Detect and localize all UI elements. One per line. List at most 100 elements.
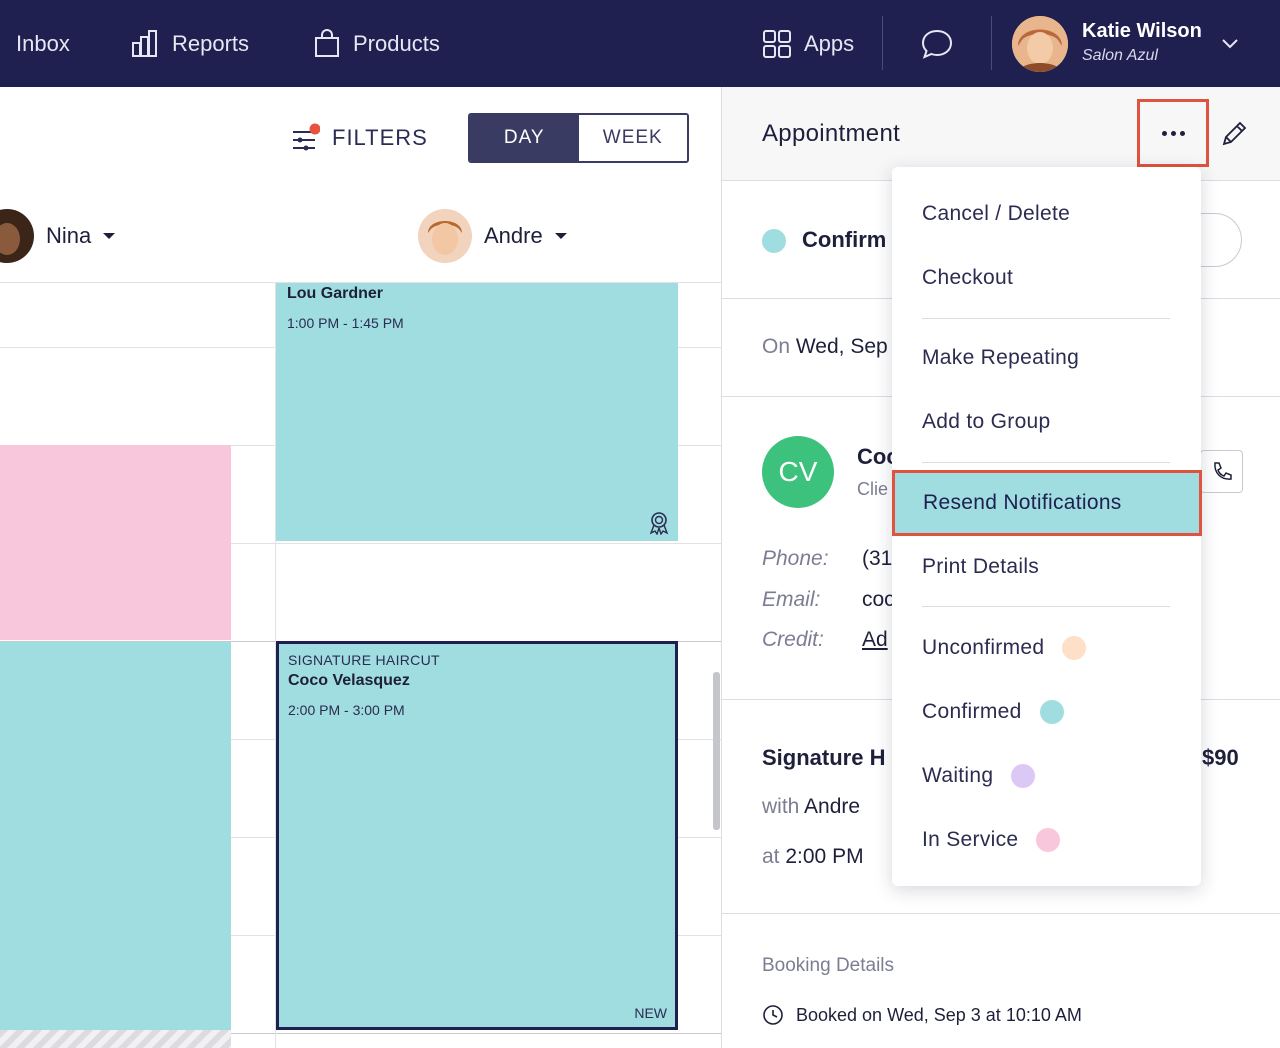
client-name[interactable]: Coc [857,444,899,469]
nav-reports[interactable]: Reports [130,0,249,87]
credit-label: Credit: [762,628,824,651]
booked-on: Booked on Wed, Sep 3 at 10:10 AM [762,1004,1082,1026]
nav-apps[interactable]: Apps [762,0,854,87]
chevron-down-icon[interactable] [1220,33,1240,53]
ellipsis-icon [1161,130,1167,136]
menu-item-add-to-group[interactable]: Add to Group [922,410,1051,434]
menu-item-unconfirmed[interactable]: Unconfirmed [922,636,1087,660]
staff-avatar [0,209,34,263]
filters-button[interactable]: FILTERS [290,123,428,153]
grid-line [0,1033,721,1034]
staff-name: Andre [484,223,543,248]
column-divider [275,282,276,1048]
week-view-button[interactable]: WEEK [578,115,687,161]
user-photo [1012,16,1068,72]
new-client-tag: NEW [634,1005,667,1021]
phone-icon [1213,461,1232,480]
credit-link[interactable]: Ad [862,628,888,651]
client-avatar[interactable]: CV [762,436,834,508]
date-prefix: On [762,335,791,358]
menu-item-in-service[interactable]: In Service [922,828,1061,852]
bar-chart-icon [132,29,157,57]
award-ribbon-icon [649,512,669,535]
service-staff: with Andre [762,795,860,819]
top-navigation: Inbox Reports Products Apps Katie [0,0,1280,87]
phone-value[interactable]: (31 [862,547,893,570]
menu-divider [922,318,1170,319]
appointment-block[interactable] [0,642,231,1030]
staff-avatar [418,209,472,263]
service-price: $90 [1202,745,1239,770]
status-color-dot [1039,700,1064,724]
menu-item-label: Make Repeating [922,346,1080,369]
more-options-button[interactable] [1137,99,1209,167]
menu-item-label: Checkout [922,266,1014,289]
menu-item-label: Confirmed [922,700,1022,723]
booking-details-title: Booking Details [762,955,895,976]
menu-item-make-repeating[interactable]: Make Repeating [922,346,1079,370]
filter-sliders-icon [293,123,320,151]
appointment-block[interactable] [0,445,231,640]
email-value[interactable]: coc [862,588,895,611]
menu-item-label: Add to Group [922,410,1051,433]
status-color-dot [1036,828,1061,852]
at-value: 2:00 PM [785,845,864,868]
caret-down-icon [554,233,567,239]
nav-inbox[interactable]: Inbox [16,0,70,87]
appointment-client: Lou Gardner [287,285,384,302]
service-time: at 2:00 PM [762,845,864,869]
menu-item-label: Print Details [922,555,1040,578]
appointment-time: 2:00 PM - 3:00 PM [288,702,405,718]
status-text: Confirm [802,227,887,252]
service-name: Signature H [762,745,886,770]
panel-header: Appointment [722,87,1280,181]
menu-item-waiting[interactable]: Waiting [922,764,1036,788]
booked-on-text: Booked on Wed, Sep 3 at 10:10 AM [796,1004,1082,1025]
divider [722,913,1280,914]
nav-chat[interactable] [920,0,954,87]
menu-item-label: In Service [922,828,1019,851]
menu-item-checkout[interactable]: Checkout [922,266,1013,290]
blocked-time [0,1030,231,1048]
appointment-lou-gardner[interactable]: Lou Gardner 1:00 PM - 1:45 PM [276,283,678,541]
menu-item-resend-notifications[interactable]: Resend Notifications [892,470,1202,536]
chat-bubble-icon [921,29,953,59]
call-button[interactable] [1200,450,1243,493]
calendar-view: FILTERS DAY WEEK Nina Andre Lou Gardner … [0,87,721,1048]
menu-item-print-details[interactable]: Print Details [922,555,1039,579]
with-value: Andre [804,795,861,818]
apps-grid-icon [763,29,791,58]
staff-column-nina[interactable]: Nina [0,209,116,263]
status-color-dot [1062,636,1087,660]
caret-down-icon [103,233,116,239]
pencil-edit-icon[interactable] [1220,120,1248,148]
status-color-dot [1011,764,1036,788]
user-name[interactable]: Katie Wilson [1082,20,1202,42]
nav-divider [991,16,992,70]
day-view-button[interactable]: DAY [470,115,579,161]
appointment-date: On Wed, Sep [762,335,888,359]
user-avatar[interactable] [1012,16,1068,72]
grid-line [0,543,721,544]
appointment-time: 1:00 PM - 1:45 PM [287,315,404,331]
shopping-bag-icon [315,28,339,57]
scrollbar[interactable] [713,672,720,830]
appointment-coco-velasquez[interactable]: SIGNATURE HAIRCUT Coco Velasquez 2:00 PM… [276,641,678,1030]
nav-products-label: Products [353,30,440,56]
menu-item-label: Resend Notifications [923,491,1122,514]
staff-column-andre[interactable]: Andre [418,209,567,263]
at-prefix: at [762,845,780,868]
nav-reports-label: Reports [172,30,250,56]
menu-item-confirmed[interactable]: Confirmed [922,700,1064,724]
grid-line [0,282,721,283]
phone-label: Phone: [762,547,829,570]
appointment-client: Coco Velasquez [288,672,410,689]
panel-title: Appointment [762,120,901,147]
client-subtitle: Clie [857,479,889,499]
menu-item-cancel-delete[interactable]: Cancel / Delete [922,202,1070,226]
email-label: Email: [762,588,821,611]
nav-apps-label: Apps [804,30,855,56]
nav-inbox-label: Inbox [16,30,70,56]
with-prefix: with [762,795,800,818]
nav-products[interactable]: Products [313,0,440,87]
